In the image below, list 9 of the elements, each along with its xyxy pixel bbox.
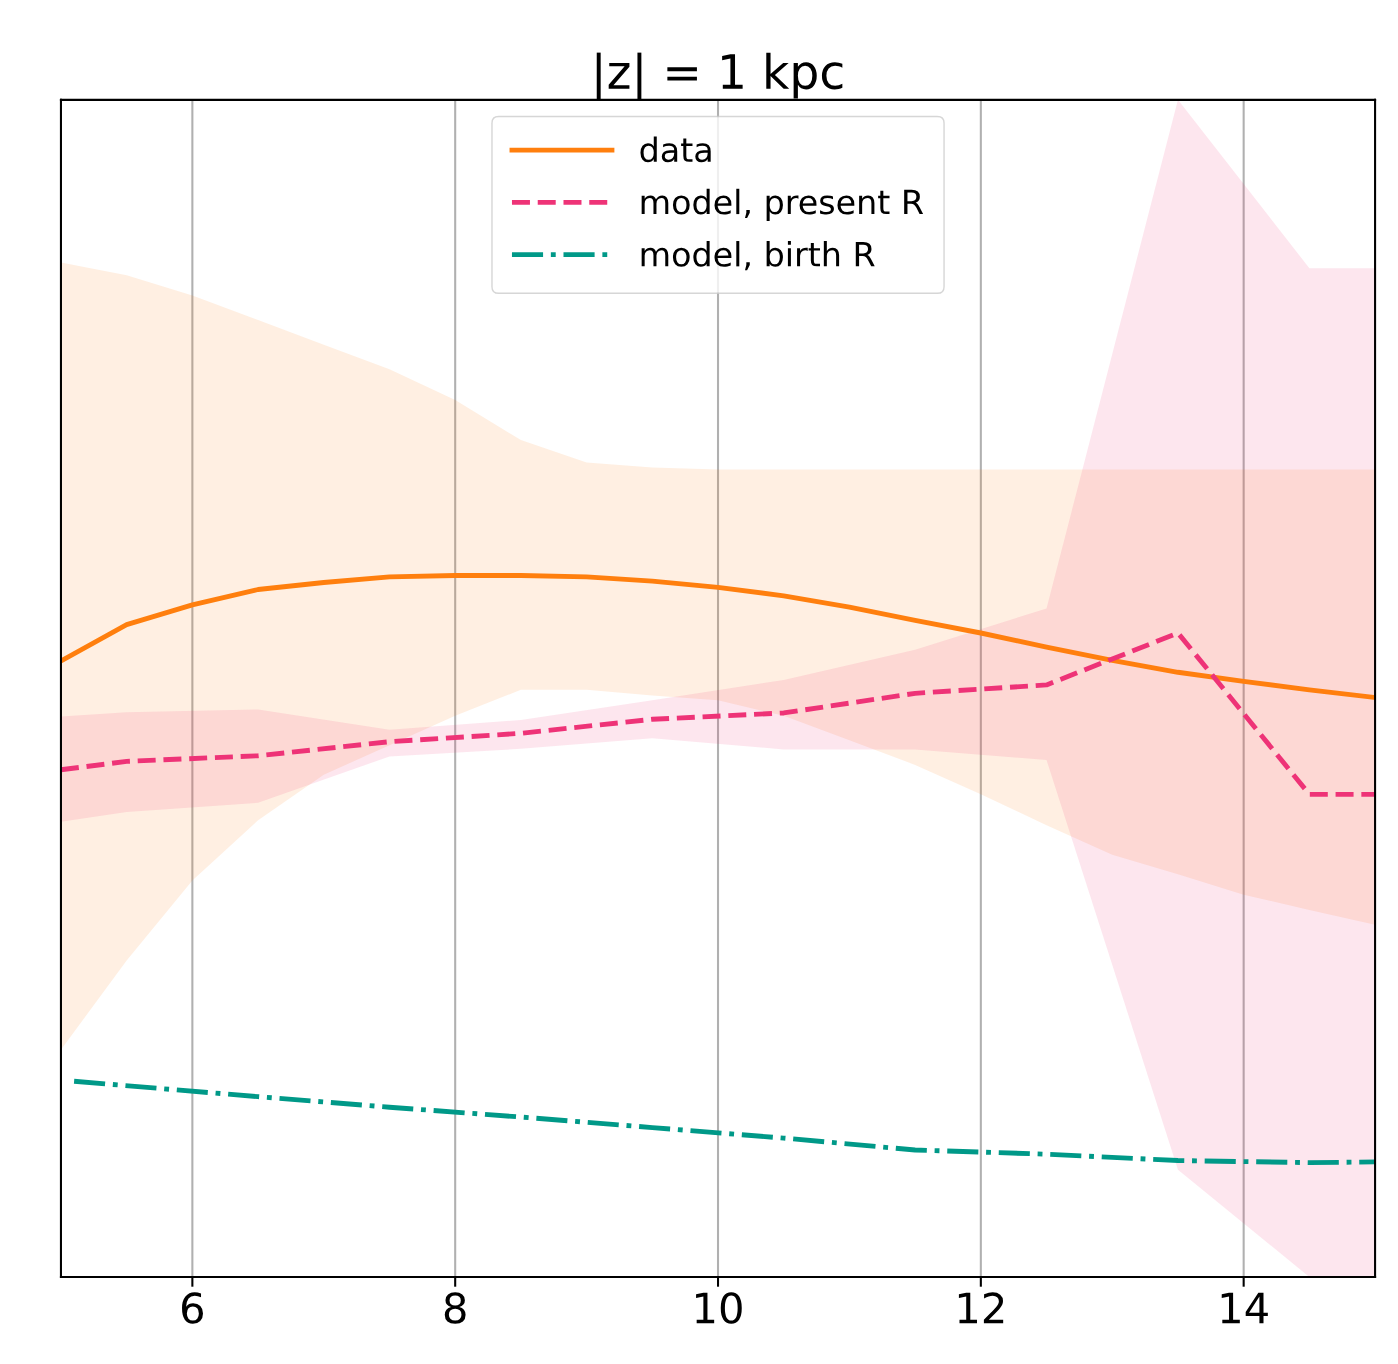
x-tick-label: 8 <box>444 1292 466 1324</box>
x-tick-label: 14 <box>1221 1292 1268 1324</box>
x-tick-label: 6 <box>182 1292 203 1324</box>
chart-title: |z| = 1 kpc <box>596 52 843 100</box>
legend-label: model, birth R <box>641 241 875 271</box>
legend-label: data <box>640 136 711 163</box>
x-tick-label: 10 <box>696 1292 742 1324</box>
x-tick-label: 12 <box>958 1292 1004 1324</box>
legend-label: model, present R <box>641 188 924 222</box>
